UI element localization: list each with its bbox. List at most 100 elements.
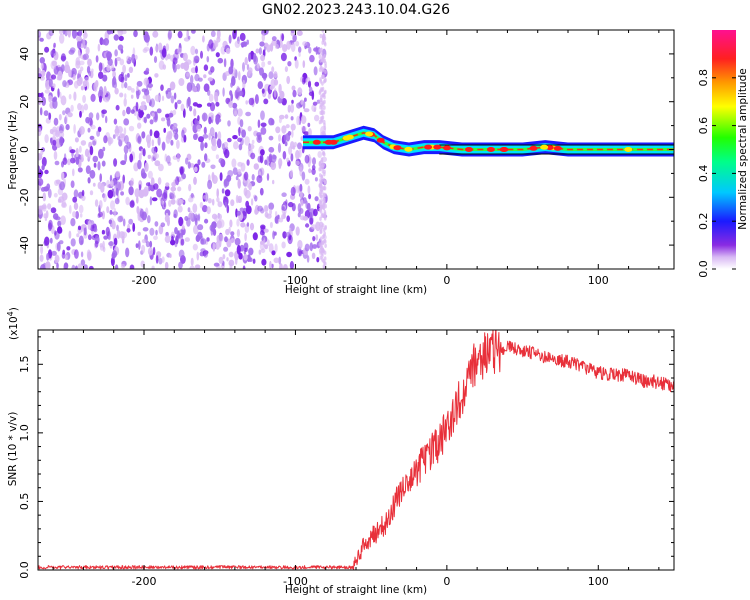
noise-blob	[86, 249, 91, 259]
noise-blob	[193, 166, 198, 173]
noise-blob	[130, 109, 135, 114]
noise-blob	[116, 229, 121, 239]
noise-blob	[117, 44, 124, 51]
noise-blob	[269, 221, 273, 229]
noise-blob	[82, 53, 89, 60]
signal-spot	[500, 147, 509, 152]
noise-blob	[85, 116, 90, 124]
noise-blob	[107, 189, 114, 199]
noise-blob	[80, 251, 84, 258]
noise-blob	[169, 192, 175, 200]
noise-blob	[172, 63, 177, 73]
noise-blob	[38, 30, 42, 38]
noise-blob	[307, 185, 311, 194]
noise-blob	[290, 141, 295, 150]
noise-blob	[188, 210, 194, 220]
noise-blob	[166, 217, 170, 227]
noise-blob	[58, 30, 63, 35]
noise-blob	[160, 222, 166, 228]
noise-blob	[196, 251, 200, 261]
noise-blob	[297, 87, 303, 96]
noise-blob	[320, 229, 323, 234]
noise-blob	[167, 30, 173, 40]
noise-blob	[161, 192, 168, 202]
noise-blob	[52, 213, 59, 220]
noise-blob	[120, 160, 126, 166]
noise-blob	[53, 42, 56, 48]
noise-blob	[141, 244, 146, 254]
noise-blob	[109, 210, 113, 215]
noise-blob	[212, 242, 216, 252]
noise-blob	[85, 46, 90, 55]
noise-blob	[38, 205, 43, 215]
noise-blob	[54, 160, 60, 166]
noise-blob	[269, 260, 272, 269]
noise-blob	[322, 264, 326, 269]
noise-blob	[98, 71, 104, 80]
colorbar: 0.0 0.2 0.4 0.6 0.8 Normalized spectral ampl…	[697, 30, 749, 278]
noise-blob	[128, 125, 135, 132]
noise-blob	[273, 71, 278, 79]
noise-blob	[122, 218, 126, 227]
noise-blob	[87, 177, 91, 184]
noise-blob	[106, 206, 110, 214]
noise-blob	[73, 80, 79, 89]
noise-blob	[89, 169, 96, 179]
noise-blob	[141, 131, 146, 139]
noise-blob	[67, 158, 71, 166]
noise-blob	[76, 233, 80, 238]
noise-blob	[290, 153, 294, 162]
noise-blob	[133, 30, 138, 38]
noise-blob	[203, 195, 207, 200]
noise-blob	[118, 35, 124, 42]
noise-blob	[164, 235, 171, 244]
noise-blob	[165, 182, 170, 187]
noise-blob	[303, 108, 310, 113]
noise-blob	[226, 257, 229, 262]
noise-blob	[305, 223, 310, 228]
noise-blob	[271, 263, 274, 269]
noise-blob	[76, 36, 83, 42]
noise-blob	[77, 225, 82, 231]
noise-blob	[278, 256, 282, 265]
noise-blob	[267, 93, 271, 99]
noise-blob	[88, 265, 94, 269]
noise-blob	[95, 55, 99, 63]
spectrogram-x-axis: -200 -100 0 100	[52, 30, 660, 287]
noise-blob	[219, 172, 223, 182]
noise-blob	[252, 258, 256, 264]
noise-blob	[75, 156, 80, 165]
noise-blob	[278, 163, 282, 169]
noise-blob	[92, 155, 99, 163]
noise-blob	[58, 196, 65, 203]
noise-blob	[281, 33, 285, 42]
noise-blob	[178, 177, 183, 182]
spectrogram-y-tick-label: 20	[18, 95, 31, 109]
noise-blob	[182, 52, 188, 62]
noise-blob	[135, 101, 139, 112]
noise-blob	[144, 34, 150, 43]
noise-blob	[44, 46, 50, 53]
noise-blob	[214, 215, 218, 223]
noise-blob	[191, 30, 196, 34]
noise-blob	[221, 143, 225, 150]
noise-blob	[188, 183, 192, 192]
signal-spot	[329, 139, 338, 145]
noise-blob	[103, 97, 110, 103]
noise-blob	[286, 215, 291, 222]
signal-spot	[624, 147, 633, 152]
noise-blob	[281, 125, 287, 134]
noise-blob	[196, 124, 202, 132]
noise-blob	[135, 89, 141, 96]
noise-blob	[313, 66, 318, 76]
noise-blob	[284, 141, 288, 147]
noise-blob	[46, 183, 51, 190]
noise-blob	[256, 63, 260, 69]
noise-blob	[89, 145, 94, 156]
noise-blob	[218, 157, 224, 164]
noise-blob	[321, 74, 324, 79]
noise-blob	[314, 114, 320, 122]
noise-blob	[168, 199, 172, 207]
noise-blob	[192, 243, 198, 251]
